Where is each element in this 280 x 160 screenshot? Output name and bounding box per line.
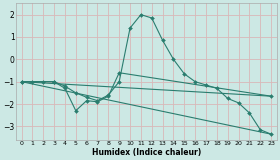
X-axis label: Humidex (Indice chaleur): Humidex (Indice chaleur) (92, 148, 201, 156)
